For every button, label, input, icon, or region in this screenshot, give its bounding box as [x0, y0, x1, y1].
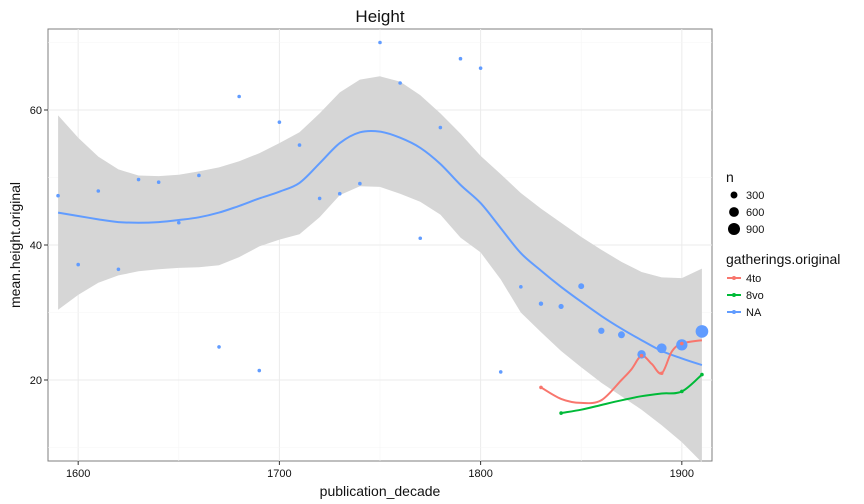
- color-legend-items: 4to 8vo NA: [727, 273, 764, 319]
- y-tick-label: 60: [30, 105, 42, 117]
- point-na: [398, 81, 402, 85]
- point-na: [598, 327, 605, 334]
- x-axis-ticks: 1600 1700 1800 1900: [66, 461, 694, 480]
- smooth-lines: [57, 129, 703, 415]
- point-na: [156, 180, 161, 185]
- point-4to: [680, 341, 684, 346]
- point-na: [656, 343, 667, 354]
- point-na: [498, 370, 503, 374]
- size-legend-label: 300: [746, 190, 764, 202]
- point-4to: [539, 385, 543, 390]
- point-8vo: [559, 411, 563, 415]
- color-legend: gatherings.original 4to 8vo NA: [726, 251, 840, 319]
- size-legend-title: n: [726, 169, 734, 185]
- size-legend: n 300 600 900: [726, 169, 764, 236]
- size-legend-key: [728, 223, 740, 235]
- point-na: [257, 368, 262, 373]
- color-legend-label: NA: [746, 307, 762, 319]
- point-na: [578, 283, 585, 290]
- point-na: [136, 177, 141, 182]
- color-legend-key: [732, 276, 736, 280]
- plot-panel: [47, 28, 713, 463]
- y-tick-label: 40: [30, 240, 42, 252]
- point-na: [176, 220, 181, 225]
- point-8vo: [700, 372, 704, 377]
- size-legend-key: [730, 191, 738, 199]
- point-na: [277, 120, 282, 124]
- color-legend-key: [732, 293, 736, 297]
- color-legend-label: 4to: [746, 273, 761, 285]
- y-axis-ticks: 20 40 60: [30, 105, 48, 387]
- point-na: [478, 66, 483, 70]
- point-na: [695, 325, 709, 338]
- point-na: [358, 181, 362, 186]
- x-axis-label: publication_decade: [320, 483, 441, 499]
- size-legend-key: [729, 207, 739, 217]
- point-na: [297, 143, 302, 147]
- x-tick-label: 1800: [468, 468, 492, 480]
- x-tick-label: 1600: [66, 468, 90, 480]
- point-4to: [659, 371, 664, 376]
- y-tick-label: 20: [30, 375, 42, 387]
- smooth-line-8vo: [560, 373, 703, 415]
- point-8vo: [680, 389, 684, 394]
- point-na: [538, 301, 544, 306]
- point-na: [458, 56, 463, 61]
- size-legend-items: 300 600 900: [728, 190, 764, 236]
- confidence-band: [58, 76, 702, 463]
- point-na: [317, 196, 322, 201]
- chart-title: Height: [355, 7, 404, 26]
- point-na: [438, 125, 443, 130]
- data-points: [56, 40, 709, 415]
- point-na: [337, 191, 342, 196]
- point-na: [418, 236, 423, 241]
- x-tick-label: 1900: [670, 468, 694, 480]
- point-na: [617, 331, 625, 339]
- point-na: [378, 40, 382, 45]
- point-na: [76, 262, 80, 267]
- color-legend-key: [732, 310, 736, 314]
- size-legend-label: 600: [746, 207, 764, 219]
- point-4to: [639, 353, 644, 358]
- point-na: [558, 303, 564, 310]
- point-na: [56, 193, 60, 198]
- x-tick-label: 1700: [267, 468, 291, 480]
- color-legend-title: gatherings.original: [726, 251, 840, 267]
- point-na: [217, 345, 221, 349]
- smooth-line-na: [57, 129, 703, 367]
- color-legend-label: 8vo: [746, 290, 764, 302]
- point-na: [96, 189, 101, 193]
- smooth-line-4to: [540, 339, 703, 405]
- size-legend-label: 900: [746, 224, 764, 236]
- point-na: [519, 285, 523, 289]
- y-axis-label: mean.height.original: [7, 182, 23, 308]
- point-na: [237, 94, 241, 99]
- point-na: [197, 173, 201, 178]
- point-na: [116, 267, 121, 272]
